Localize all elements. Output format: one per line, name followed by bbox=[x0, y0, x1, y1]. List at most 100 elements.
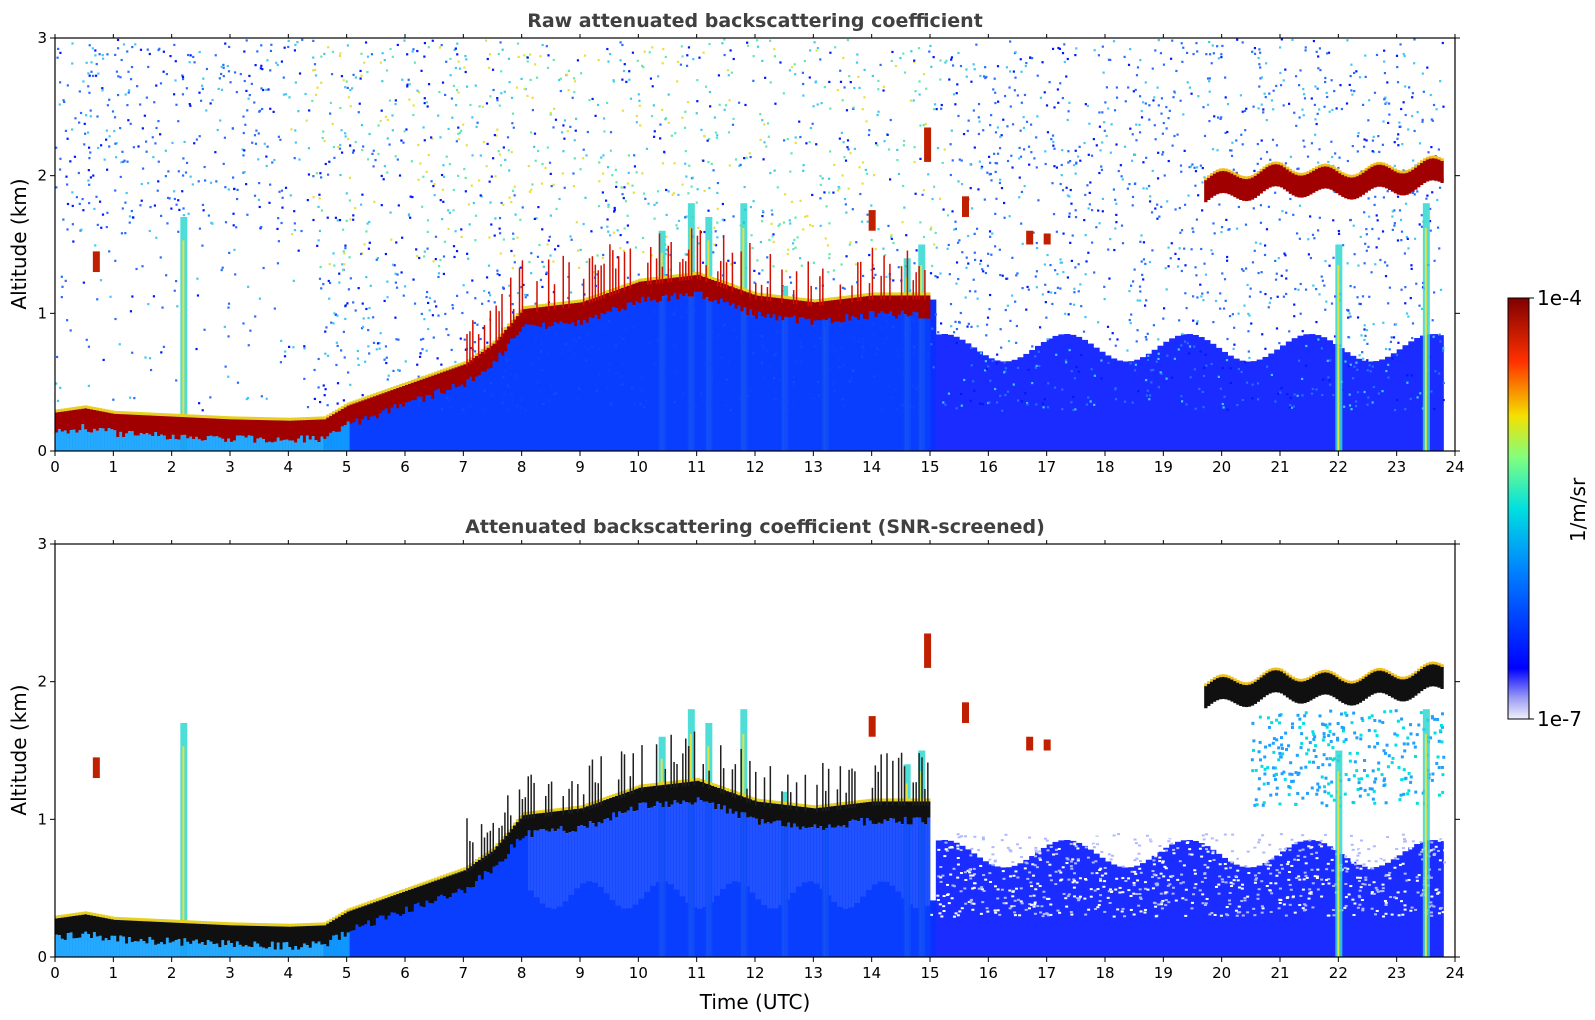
signal-cell bbox=[935, 334, 943, 451]
band-below bbox=[221, 438, 225, 451]
noise-pixel bbox=[283, 46, 286, 49]
noise-pixel bbox=[1334, 295, 1337, 298]
band-edge bbox=[687, 272, 692, 276]
noise-pixel bbox=[1251, 261, 1255, 264]
noise-pixel bbox=[1068, 349, 1071, 352]
band-core bbox=[477, 353, 482, 376]
noise-pixel bbox=[1185, 307, 1188, 310]
noise-pixel bbox=[1129, 127, 1132, 130]
noise-pixel bbox=[846, 39, 850, 42]
noise-pixel bbox=[293, 210, 296, 213]
signal-cell bbox=[947, 334, 954, 451]
noise-pixel bbox=[981, 268, 984, 271]
noise-pixel bbox=[550, 184, 553, 188]
noise-pixel bbox=[919, 124, 922, 127]
noise-pixel bbox=[1356, 150, 1359, 153]
noise-pixel bbox=[563, 137, 566, 140]
noise-pixel bbox=[553, 248, 557, 251]
noise-pixel bbox=[95, 62, 98, 66]
noise-pixel bbox=[1346, 159, 1349, 163]
noise-pixel bbox=[1149, 195, 1152, 198]
noise-pixel bbox=[972, 380, 975, 383]
noise-pixel bbox=[613, 206, 616, 210]
noise-pixel bbox=[145, 140, 148, 143]
band-below bbox=[326, 436, 330, 451]
noise-pixel bbox=[1136, 299, 1139, 302]
band-edge bbox=[512, 316, 517, 320]
noise-pixel bbox=[930, 65, 933, 68]
cloud-edge bbox=[1344, 173, 1348, 178]
snr-screened-heatmap bbox=[55, 633, 1447, 957]
noise-pixel bbox=[1204, 273, 1208, 276]
band-below bbox=[705, 297, 709, 451]
noise-pixel bbox=[1020, 222, 1023, 225]
noise-pixel bbox=[162, 345, 166, 348]
band-below bbox=[250, 435, 254, 451]
band-core bbox=[273, 420, 278, 442]
noise-pixel bbox=[474, 214, 478, 217]
noise-pixel bbox=[478, 105, 481, 108]
band-below bbox=[641, 296, 645, 451]
noise-pixel bbox=[841, 99, 844, 102]
cloud-edge bbox=[1440, 158, 1444, 163]
noise-pixel bbox=[1400, 107, 1403, 111]
noise-pixel bbox=[1154, 49, 1157, 52]
noise-pixel bbox=[1279, 71, 1282, 75]
noise-pixel bbox=[348, 199, 351, 202]
cloud-core bbox=[1297, 175, 1301, 198]
noise-pixel bbox=[1441, 349, 1445, 353]
noise-pixel bbox=[220, 268, 223, 272]
noise-pixel bbox=[344, 304, 347, 307]
noise-pixel bbox=[1426, 194, 1429, 197]
band-core bbox=[431, 375, 435, 399]
noise-pixel bbox=[329, 112, 332, 115]
band-below bbox=[122, 437, 126, 451]
band-edge bbox=[615, 286, 619, 290]
noise-pixel bbox=[770, 209, 773, 212]
noise-pixel bbox=[954, 220, 957, 223]
band-core bbox=[387, 391, 391, 414]
noise-pixel bbox=[1123, 400, 1127, 403]
noise-pixel bbox=[691, 176, 694, 179]
band-below bbox=[477, 375, 482, 451]
noise-pixel bbox=[541, 43, 544, 47]
noise-pixel bbox=[1217, 375, 1220, 378]
noise-pixel bbox=[1089, 181, 1092, 184]
noise-pixel bbox=[868, 129, 871, 132]
cloud-edge bbox=[1364, 167, 1368, 172]
noise-pixel bbox=[1298, 237, 1301, 240]
band-below bbox=[276, 437, 280, 451]
noise-pixel bbox=[1313, 103, 1316, 106]
y-tick-label: 3 bbox=[37, 29, 47, 47]
band-below bbox=[755, 318, 759, 451]
noise-pixel bbox=[499, 41, 502, 44]
noise-pixel bbox=[1334, 152, 1337, 155]
noise-pixel bbox=[419, 162, 422, 165]
noise-pixel bbox=[1223, 278, 1227, 281]
noise-pixel bbox=[918, 80, 921, 83]
noise-pixel bbox=[1369, 370, 1372, 373]
noise-pixel bbox=[1253, 52, 1257, 55]
band-edge bbox=[781, 295, 785, 299]
band-core bbox=[407, 383, 412, 402]
band-core bbox=[606, 293, 610, 312]
noise-pixel bbox=[112, 398, 115, 401]
noise-pixel bbox=[94, 74, 98, 77]
cloud-patch bbox=[924, 127, 932, 162]
noise-pixel bbox=[394, 155, 397, 158]
noise-pixel bbox=[790, 200, 794, 203]
band-edge bbox=[652, 276, 657, 280]
noise-pixel bbox=[727, 74, 730, 77]
band-below bbox=[323, 438, 327, 451]
band-edge bbox=[492, 340, 496, 344]
cloud-core bbox=[1204, 180, 1208, 203]
noise-pixel bbox=[706, 139, 709, 142]
noise-pixel bbox=[928, 50, 931, 53]
band-core bbox=[282, 420, 286, 440]
band-below bbox=[148, 434, 152, 451]
noise-pixel bbox=[726, 69, 730, 72]
noise-pixel bbox=[695, 112, 698, 115]
noise-pixel bbox=[1011, 294, 1014, 297]
cloud-edge bbox=[1250, 174, 1255, 179]
noise-pixel bbox=[270, 43, 273, 46]
